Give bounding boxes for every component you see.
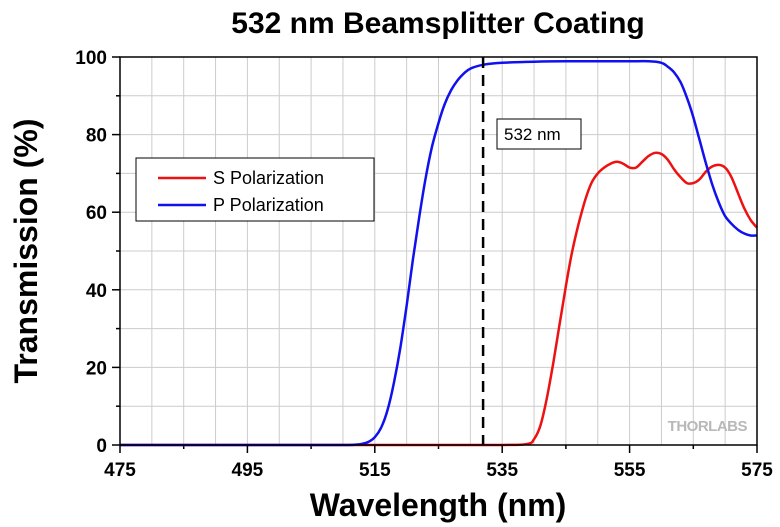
legend-box bbox=[135, 157, 375, 222]
annotation-layer: 532 nm bbox=[481, 57, 582, 445]
series-layer bbox=[120, 59, 758, 447]
y-tick-label: 60 bbox=[86, 203, 107, 224]
y-tick-label: 0 bbox=[96, 436, 107, 457]
y-tick-label: 40 bbox=[86, 281, 107, 302]
p-polarization-line bbox=[120, 59, 758, 447]
x-tick-label: 535 bbox=[486, 460, 518, 481]
tick-labels: 475 495 515 535 555 575 0 20 40 60 80 100 bbox=[75, 48, 773, 481]
annotation-label: 532 nm bbox=[504, 125, 561, 144]
x-tick-label: 495 bbox=[232, 460, 264, 481]
legend: S Polarization P Polarization bbox=[135, 157, 375, 222]
legend-label-s: S Polarization bbox=[213, 168, 324, 188]
x-axis-label: Wavelength (nm) bbox=[310, 487, 567, 523]
annotation-box bbox=[496, 118, 582, 150]
y-tick-label: 100 bbox=[75, 48, 107, 69]
y-tick-label: 80 bbox=[86, 126, 107, 147]
plot-frame bbox=[119, 56, 758, 446]
x-tick-label: 555 bbox=[614, 460, 646, 481]
grid bbox=[119, 56, 758, 446]
y-axis-label: Transmission (%) bbox=[8, 119, 44, 384]
legend-label-p: P Polarization bbox=[213, 195, 324, 215]
x-tick-label: 575 bbox=[741, 460, 773, 481]
thorlabs-watermark: THORLABS bbox=[668, 418, 748, 435]
s-polarization-line bbox=[120, 151, 758, 447]
x-tick-label: 475 bbox=[104, 460, 136, 481]
x-tick-label: 515 bbox=[359, 460, 391, 481]
minor-ticks bbox=[116, 95, 695, 449]
y-tick-label: 20 bbox=[86, 358, 107, 379]
major-ticks bbox=[112, 56, 758, 453]
chart-title: 532 nm Beamsplitter Coating bbox=[231, 7, 644, 40]
